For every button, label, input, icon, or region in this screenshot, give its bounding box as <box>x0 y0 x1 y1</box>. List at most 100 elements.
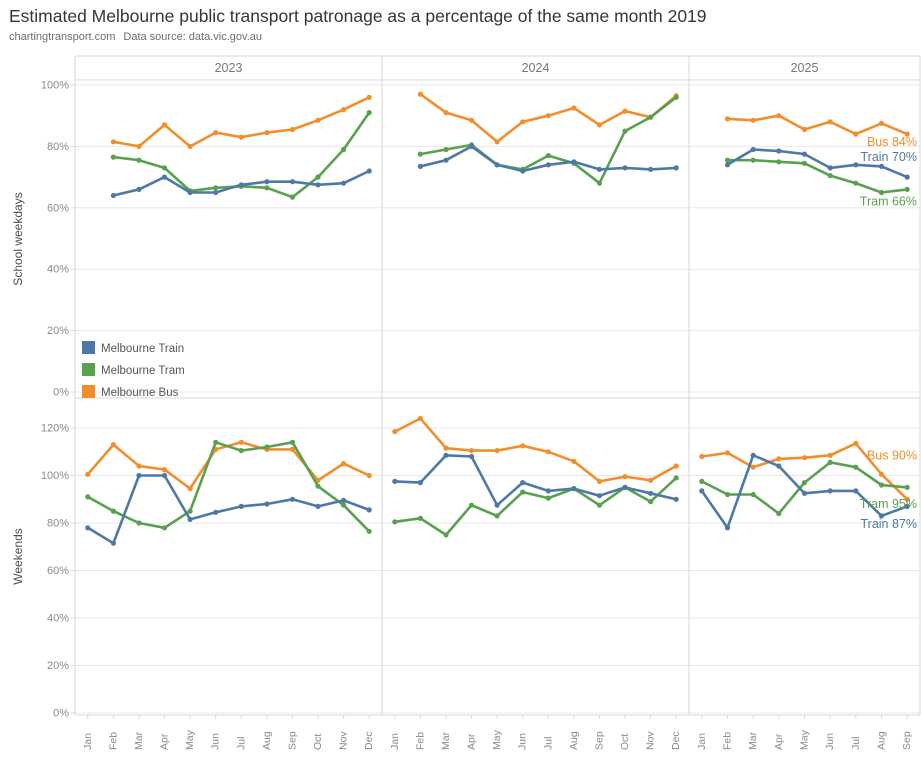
end-label-tram: Tram 95% <box>860 497 917 511</box>
data-point-tram <box>366 110 372 116</box>
column-facet-label: 2024 <box>522 61 550 75</box>
month-label: Mar <box>133 731 145 750</box>
data-point-tram <box>622 128 628 134</box>
data-point-bus <box>136 463 142 469</box>
column-facet-label: 2023 <box>215 61 243 75</box>
data-point-tram <box>213 439 219 445</box>
data-point-tram <box>776 510 782 517</box>
month-label: Nov <box>645 731 657 750</box>
data-point-bus <box>315 117 321 123</box>
data-point-bus <box>136 143 142 149</box>
data-point-tram <box>596 502 603 508</box>
legend-label-tram: Melbourne Tram <box>101 365 185 377</box>
data-point-bus <box>878 471 885 477</box>
data-point-train <box>673 496 679 502</box>
data-point-train <box>366 507 372 513</box>
data-point-tram <box>827 173 833 179</box>
month-label: Feb <box>414 732 426 750</box>
data-point-tram <box>699 478 705 484</box>
data-point-bus <box>520 443 526 449</box>
data-point-tram <box>596 180 603 186</box>
y-tick-label: 40% <box>47 613 69 625</box>
data-point-bus <box>417 415 423 422</box>
data-point-bus <box>110 139 116 145</box>
data-point-bus <box>904 496 910 502</box>
data-point-train <box>264 501 270 507</box>
data-point-train <box>622 484 628 490</box>
data-point-tram <box>878 482 885 488</box>
month-label: Apr <box>773 733 785 750</box>
panel-school-weekdays-2024 <box>417 91 679 186</box>
data-point-tram <box>392 519 398 525</box>
data-point-train <box>520 480 526 486</box>
data-point-train <box>289 496 296 502</box>
data-point-bus <box>545 113 551 119</box>
data-point-bus <box>750 117 756 123</box>
data-point-train <box>571 159 577 165</box>
data-point-bus <box>289 126 296 133</box>
data-point-bus <box>622 474 628 480</box>
panel-weekends-2023 <box>85 439 372 546</box>
series-line-bus <box>86 440 371 490</box>
series-line-bus <box>726 114 909 136</box>
column-facet-label: 2025 <box>791 61 819 75</box>
end-label-train: Train 70% <box>860 150 917 164</box>
data-point-tram <box>161 165 168 171</box>
data-point-train <box>494 502 500 508</box>
data-point-tram <box>213 185 219 191</box>
data-point-train <box>622 165 628 171</box>
data-point-tram <box>315 483 321 489</box>
data-point-bus <box>904 131 910 137</box>
data-point-train <box>801 151 808 157</box>
data-point-bus <box>494 448 500 454</box>
data-point-train <box>545 162 551 168</box>
data-point-bus <box>853 440 859 446</box>
data-point-train <box>366 168 372 174</box>
series-line-train <box>86 474 371 545</box>
series-line-tram <box>393 476 678 537</box>
data-point-tram <box>289 194 296 200</box>
data-point-tram <box>750 491 756 498</box>
data-point-tram <box>494 513 500 519</box>
data-point-train <box>648 490 654 496</box>
data-point-bus <box>699 453 705 460</box>
data-point-bus <box>724 450 731 456</box>
data-point-train <box>750 452 756 458</box>
data-point-bus <box>878 120 885 126</box>
data-point-tram <box>443 532 449 538</box>
data-point-tram <box>827 459 833 465</box>
data-point-bus <box>622 108 628 114</box>
data-point-bus <box>673 463 679 469</box>
data-point-tram <box>750 157 756 163</box>
source-site: chartingtransport.com <box>9 31 116 43</box>
data-point-train <box>827 488 833 494</box>
month-label: Jun <box>824 733 836 750</box>
data-point-bus <box>392 429 398 435</box>
data-point-tram <box>853 464 859 470</box>
data-point-tram <box>417 515 423 521</box>
panel-weekends-2024 <box>392 415 679 538</box>
month-label: Dec <box>363 731 375 750</box>
data-point-bus <box>238 134 244 140</box>
data-point-train <box>596 166 603 172</box>
data-point-bus <box>341 107 347 113</box>
data-point-tram <box>315 174 321 180</box>
data-point-tram <box>673 475 679 481</box>
data-point-tram <box>801 480 808 486</box>
y-tick-label: 0% <box>53 387 69 399</box>
data-point-train <box>673 165 679 171</box>
data-point-train <box>801 490 808 496</box>
month-label: Aug <box>261 731 273 750</box>
data-point-tram <box>648 114 654 120</box>
data-point-train <box>724 162 731 168</box>
data-point-train <box>443 452 449 458</box>
data-point-train <box>315 182 321 188</box>
data-point-train <box>904 503 910 509</box>
month-label: Nov <box>338 731 350 750</box>
y-tick-label: 80% <box>47 518 69 530</box>
month-label: Jul <box>235 737 247 750</box>
data-point-train <box>341 497 347 503</box>
data-point-bus <box>571 458 577 464</box>
month-label: Oct <box>312 734 324 750</box>
data-point-bus <box>827 452 833 458</box>
